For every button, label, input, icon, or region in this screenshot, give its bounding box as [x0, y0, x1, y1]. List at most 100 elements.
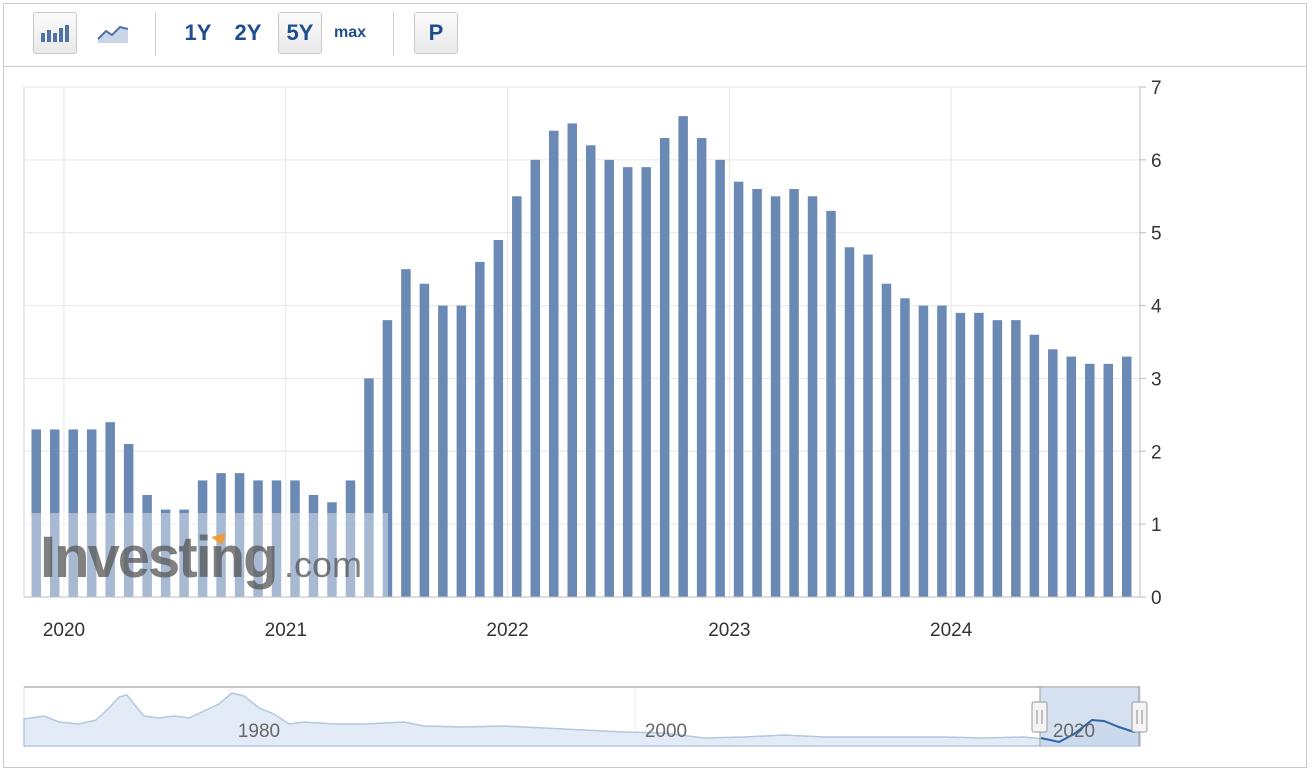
investing-watermark: Investing .com — [26, 513, 388, 597]
y-axis: 0 1 2 3 4 5 6 7 — [1139, 78, 1162, 609]
y-tick-label: 6 — [1151, 151, 1162, 172]
bar[interactable] — [31, 429, 41, 597]
navigator-label-1980: 1980 — [238, 721, 280, 742]
bar[interactable] — [1011, 320, 1021, 597]
bar[interactable] — [438, 305, 448, 597]
watermark-backdrop — [26, 513, 388, 597]
toolbar-divider — [155, 12, 156, 56]
y-tick-label: 0 — [1151, 588, 1162, 609]
y-tick-label: 7 — [1151, 78, 1162, 99]
bar-series — [31, 116, 1132, 598]
navigator[interactable]: 1980 2000 2020 — [23, 686, 1148, 747]
range-max-button[interactable]: max — [333, 24, 367, 41]
bar[interactable] — [770, 196, 781, 598]
x-axis: 2020 2021 2022 2023 2024 — [24, 596, 1140, 641]
bar[interactable] — [622, 167, 633, 597]
bar[interactable] — [659, 138, 670, 597]
y-tick-label: 2 — [1151, 442, 1162, 463]
bar[interactable] — [234, 473, 245, 597]
bar[interactable] — [179, 509, 189, 597]
p-button[interactable]: P — [414, 12, 458, 54]
toolbar-divider — [393, 12, 394, 56]
watermark-accent-icon — [211, 533, 226, 545]
bar[interactable] — [271, 480, 282, 597]
bar[interactable] — [327, 502, 337, 597]
navigator-right-handle[interactable] — [1131, 687, 1148, 746]
bar[interactable] — [253, 480, 263, 597]
x-tick-label: 2022 — [486, 620, 528, 641]
navigator-selected-line — [1040, 718, 1140, 744]
bar[interactable] — [992, 320, 1003, 597]
bar[interactable] — [1085, 363, 1095, 597]
bar[interactable] — [1122, 356, 1132, 597]
bar[interactable] — [456, 305, 467, 597]
bar[interactable] — [1103, 363, 1114, 597]
bar[interactable] — [123, 444, 134, 597]
range-2y-button[interactable]: 2Y — [234, 20, 262, 45]
y-tick-label: 1 — [1151, 515, 1162, 536]
bar[interactable] — [68, 429, 78, 597]
bar[interactable] — [308, 495, 319, 597]
bar[interactable] — [807, 196, 818, 598]
bar[interactable] — [364, 378, 374, 597]
bar[interactable] — [937, 305, 947, 597]
navigator-label-2000: 2000 — [645, 721, 687, 742]
chart-area: Investing .com 0 1 2 3 4 5 6 7 2020 2021 2022 2023… — [23, 78, 1162, 747]
bar[interactable] — [918, 305, 929, 597]
bar[interactable] — [900, 298, 910, 597]
bar[interactable] — [826, 210, 836, 597]
bar[interactable] — [197, 480, 208, 597]
bar[interactable] — [733, 181, 744, 597]
bar[interactable] — [345, 480, 356, 597]
watermark-brand: Investing — [40, 525, 277, 590]
x-tick-label: 2023 — [708, 620, 750, 641]
x-tick-label: 2020 — [43, 620, 85, 641]
bar[interactable] — [955, 312, 966, 597]
bar[interactable] — [585, 145, 596, 598]
navigator-selected-range[interactable] — [1041, 688, 1139, 746]
bar[interactable] — [549, 130, 559, 597]
bar[interactable] — [530, 159, 541, 597]
bar[interactable] — [49, 429, 60, 597]
bar[interactable] — [419, 283, 430, 597]
x-tick-label: 2024 — [930, 620, 973, 641]
bar[interactable] — [382, 320, 393, 597]
plot-frame — [23, 86, 1141, 598]
y-tick-label: 5 — [1151, 224, 1162, 245]
bar[interactable] — [715, 159, 725, 597]
bar[interactable] — [401, 269, 411, 597]
bar[interactable] — [475, 261, 485, 597]
bar[interactable] — [752, 189, 762, 597]
bar[interactable] — [881, 283, 892, 597]
bar-chart-icon — [41, 25, 69, 42]
navigator-left-handle[interactable] — [1031, 687, 1048, 746]
bar[interactable] — [105, 422, 115, 597]
range-1y-button[interactable]: 1Y — [184, 20, 212, 45]
bar[interactable] — [974, 312, 984, 597]
line-chart-button[interactable] — [90, 12, 136, 54]
bar[interactable] — [160, 509, 171, 597]
bar[interactable] — [567, 123, 578, 597]
bar[interactable] — [1066, 356, 1077, 597]
handle-grip[interactable] — [1131, 701, 1148, 733]
y-tick-label: 4 — [1151, 297, 1162, 318]
bar[interactable] — [86, 429, 97, 597]
bar[interactable] — [844, 247, 855, 598]
bar-chart-button[interactable] — [33, 12, 77, 54]
handle-grip[interactable] — [1031, 701, 1048, 733]
bar[interactable] — [142, 495, 152, 597]
bar[interactable] — [604, 159, 614, 597]
bar[interactable] — [696, 138, 707, 597]
x-tick-label: 2021 — [265, 620, 307, 641]
bar[interactable] — [512, 196, 522, 598]
bar[interactable] — [493, 240, 504, 597]
grid — [23, 86, 1141, 598]
bar[interactable] — [1029, 334, 1040, 597]
bar[interactable] — [641, 167, 651, 597]
range-5y-button[interactable]: 5Y — [278, 12, 322, 54]
bar[interactable] — [290, 480, 300, 597]
bar[interactable] — [863, 254, 873, 598]
bar[interactable] — [789, 189, 799, 597]
bar[interactable] — [678, 116, 688, 598]
bar[interactable] — [1048, 349, 1058, 597]
